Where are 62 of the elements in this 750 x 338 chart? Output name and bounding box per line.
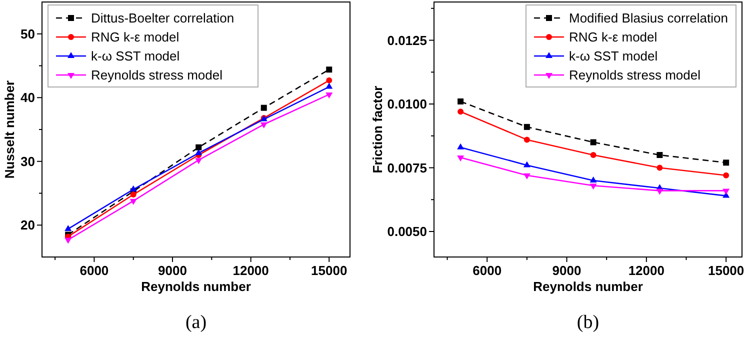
y-axis-title: Friction factor bbox=[370, 86, 385, 174]
point bbox=[64, 238, 72, 244]
x-tick-label: 9000 bbox=[552, 263, 582, 278]
y-axis-title: Nusselt number bbox=[2, 80, 17, 179]
point bbox=[326, 92, 333, 98]
point bbox=[590, 139, 596, 146]
point bbox=[722, 188, 730, 195]
legend-label: Reynolds stress model bbox=[569, 68, 701, 82]
point bbox=[130, 192, 136, 198]
point bbox=[656, 188, 664, 195]
y-tick-label: 30 bbox=[20, 154, 35, 169]
legend-label: Modified Blasius correlation bbox=[569, 10, 728, 26]
point bbox=[196, 144, 202, 150]
point bbox=[195, 158, 202, 164]
x-tick-label: 6000 bbox=[80, 263, 109, 278]
y-tick-label: 0.0050 bbox=[387, 224, 427, 239]
legend-label: k-ω SST model bbox=[569, 48, 658, 64]
point bbox=[656, 164, 663, 171]
point bbox=[524, 136, 530, 143]
x-tick-label: 12000 bbox=[628, 263, 664, 278]
point bbox=[458, 108, 464, 115]
point bbox=[130, 198, 137, 205]
legend-label: Reynolds stress model bbox=[91, 68, 223, 82]
point bbox=[326, 82, 333, 89]
y-tick-label: 0.0125 bbox=[387, 32, 427, 48]
point bbox=[590, 152, 596, 158]
y-tick-label: 50 bbox=[20, 26, 35, 42]
point bbox=[326, 77, 332, 84]
point bbox=[64, 224, 72, 231]
x-tick-label: 15000 bbox=[311, 263, 348, 278]
x-tick-label: 6000 bbox=[472, 263, 502, 278]
point bbox=[590, 176, 597, 182]
x-tick-label: 12000 bbox=[232, 263, 269, 278]
point bbox=[260, 104, 267, 111]
point bbox=[523, 173, 530, 180]
point bbox=[326, 66, 332, 73]
legend-label: RNG k-ε model bbox=[569, 30, 658, 44]
point bbox=[723, 172, 730, 178]
point bbox=[723, 160, 730, 166]
point bbox=[458, 98, 464, 104]
y-tick-label: 0.0100 bbox=[387, 96, 427, 112]
point bbox=[524, 124, 530, 130]
y-tick-label: 0.0075 bbox=[387, 160, 427, 176]
point bbox=[457, 156, 464, 162]
point bbox=[195, 149, 202, 156]
point bbox=[523, 161, 530, 168]
x-axis-title: Reynolds number bbox=[141, 279, 251, 294]
legend-label: Dittus-Boelter correlation bbox=[91, 10, 234, 26]
point bbox=[457, 143, 464, 150]
point bbox=[590, 184, 597, 190]
point bbox=[260, 122, 268, 128]
point bbox=[130, 185, 137, 192]
y-tick-label: 40 bbox=[20, 90, 35, 106]
text: (b) bbox=[576, 312, 600, 333]
legend-label: k-ω SST model bbox=[91, 48, 180, 64]
x-tick-label: 9000 bbox=[158, 263, 187, 278]
x-axis-title: Reynolds number bbox=[533, 279, 643, 294]
point bbox=[656, 152, 663, 158]
x-tick-label: 15000 bbox=[708, 263, 744, 278]
legend-label: RNG k-ε model bbox=[91, 30, 180, 44]
text: (a) bbox=[185, 312, 207, 333]
y-tick-label: 20 bbox=[20, 218, 35, 233]
